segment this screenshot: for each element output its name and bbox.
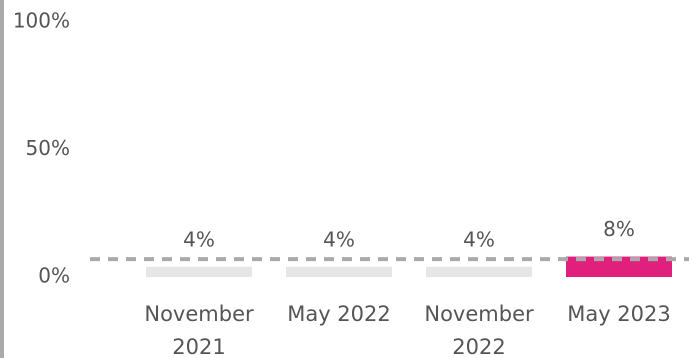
y-tick-label: 100%	[13, 9, 70, 33]
y-tick-label: 0%	[38, 264, 70, 288]
y-tick-label: 50%	[26, 136, 70, 160]
bar	[146, 266, 252, 277]
value-label: 4%	[463, 227, 495, 251]
left-border	[0, 0, 4, 358]
bar	[566, 256, 672, 277]
bar	[286, 266, 392, 277]
x-tick-label: May 2023	[567, 302, 671, 326]
value-label: 8%	[603, 217, 635, 241]
x-tick-label: November 2022	[424, 302, 534, 358]
x-tick-label: May 2022	[287, 302, 391, 326]
value-label: 4%	[323, 227, 355, 251]
x-tick-label: November 2021	[144, 302, 254, 358]
bar	[426, 266, 532, 277]
value-label: 4%	[183, 227, 215, 251]
